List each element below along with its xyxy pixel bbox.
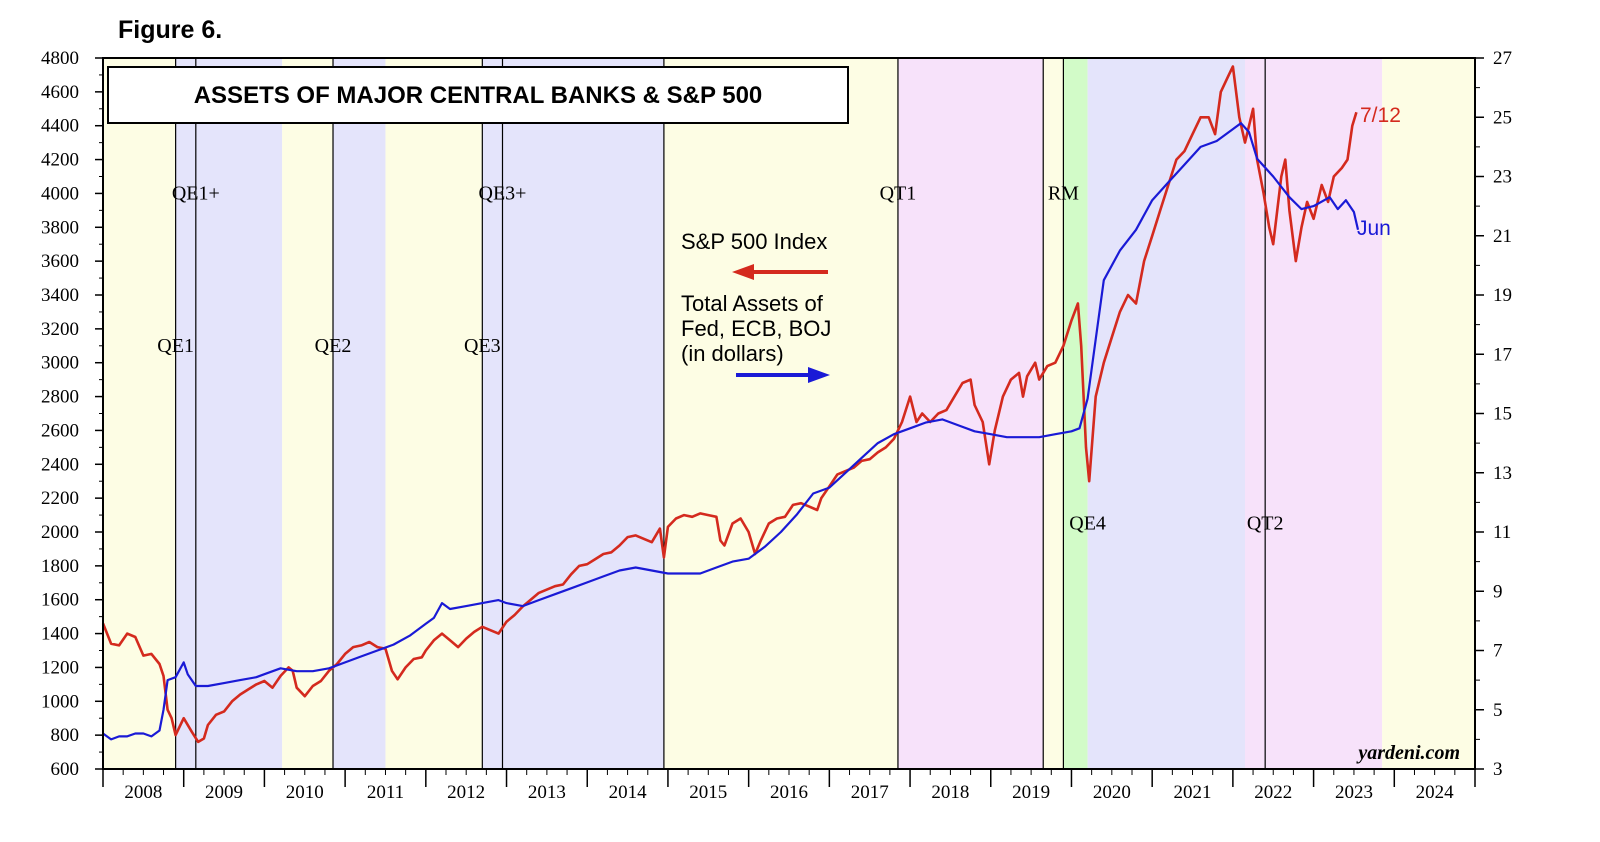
event-label-qe2: QE2 (315, 335, 352, 357)
event-label-qe1-plus: QE1+ (172, 182, 220, 204)
x-label-2014: 2014 (609, 782, 648, 803)
series-line-sp500 (101, 65, 1358, 744)
left-tick-label-1800: 1800 (41, 556, 79, 577)
event-lines (175, 58, 1266, 769)
title-box (107, 66, 849, 124)
left-tick-label-3600: 3600 (41, 251, 79, 272)
x-label-2009: 2009 (205, 782, 243, 803)
x-axis: 2008 2009 2010 2011 2012 2013 2014 2015 2016 2017… (102, 769, 1476, 803)
right-tick-label-21: 21 (1493, 226, 1512, 247)
red-arrow-head (732, 264, 754, 280)
left-tick-label-2400: 2400 (41, 454, 79, 475)
right-axis: 3 5 7 9 11 13 15 17 19 21 23 25 27 (1475, 48, 1512, 780)
right-tick-label-7: 7 (1493, 641, 1503, 662)
series-line-central-bank-assets (102, 122, 1360, 741)
left-tick-label-800: 800 (51, 725, 80, 746)
left-tick-label-4000: 4000 (41, 183, 79, 204)
left-tick-label-1600: 1600 (41, 590, 79, 611)
chart-title: ASSETS OF MAJOR CENTRAL BANKS & S&P 500 (194, 82, 763, 109)
band-yellow-0 (103, 58, 176, 769)
band-blue-3 (333, 58, 386, 769)
left-tick-label-3800: 3800 (41, 217, 79, 238)
left-tick-label-2000: 2000 (41, 522, 79, 543)
band-pink-7 (897, 58, 1044, 769)
event-label-qt2: QT2 (1247, 513, 1284, 535)
band-yellow-12 (1382, 58, 1475, 769)
left-tick-label-2200: 2200 (41, 488, 79, 509)
x-label-2019: 2019 (1012, 782, 1050, 803)
left-tick-label-600: 600 (51, 759, 80, 780)
left-tick-label-4800: 4800 (41, 48, 79, 69)
legend-assets-label-2: Fed, ECB, BOJ (681, 316, 831, 341)
band-yellow-8 (1043, 58, 1064, 769)
event-label-qt1: QT1 (880, 182, 917, 204)
assets-end-label: Jun (1357, 217, 1391, 240)
series-lines (101, 65, 1360, 744)
x-label-2017: 2017 (851, 782, 889, 803)
x-label-2018: 2018 (931, 782, 969, 803)
left-tick-label-4200: 4200 (41, 150, 79, 171)
x-label-2021: 2021 (1174, 782, 1212, 803)
watermark: yardeni.com (1356, 742, 1460, 764)
left-tick-label-3400: 3400 (41, 285, 79, 306)
legend-sp500-label: S&P 500 Index (681, 229, 827, 254)
right-tick-label-27: 27 (1493, 48, 1512, 69)
event-label-qe1: QE1 (157, 335, 194, 357)
x-label-2012: 2012 (447, 782, 485, 803)
x-label-2011: 2011 (367, 782, 404, 803)
right-tick-label-5: 5 (1493, 700, 1503, 721)
background-bands (103, 58, 1475, 769)
left-tick-label-2800: 2800 (41, 387, 79, 408)
left-tick-label-4600: 4600 (41, 82, 79, 103)
left-tick-label-3200: 3200 (41, 319, 79, 340)
right-tick-label-19: 19 (1493, 285, 1512, 306)
x-label-2024: 2024 (1416, 782, 1455, 803)
band-yellow-2 (282, 58, 334, 769)
right-tick-label-25: 25 (1493, 107, 1512, 128)
figure-label: Figure 6. (118, 16, 223, 44)
x-label-2013: 2013 (528, 782, 566, 803)
x-label-2023: 2023 (1335, 782, 1373, 803)
right-tick-label-11: 11 (1493, 522, 1511, 543)
event-label-qe3: QE3 (464, 335, 501, 357)
right-tick-label-17: 17 (1493, 344, 1512, 365)
right-tick-label-9: 9 (1493, 581, 1503, 602)
event-label-qe4: QE4 (1069, 513, 1106, 535)
left-tick-label-1000: 1000 (41, 691, 79, 712)
band-yellow-4 (385, 58, 483, 769)
event-label-qe3-plus: QE3+ (479, 182, 527, 204)
left-tick-label-1400: 1400 (41, 624, 79, 645)
event-labels: QE1+ QE1 QE2 QE3+ QE3 QT1 RM QE4 QT2 (157, 182, 1283, 534)
legend-assets-arrow (736, 367, 830, 383)
left-tick-label-3000: 3000 (41, 353, 79, 374)
right-tick-label-15: 15 (1493, 404, 1512, 425)
sp500-end-label: 7/12 (1360, 104, 1401, 127)
left-axis: 600 800 1000 1200 1400 1600 1800 2000 2200 2400 26… (41, 48, 103, 780)
x-label-2008: 2008 (124, 782, 162, 803)
left-tick-label-1200: 1200 (41, 657, 79, 678)
legend-sp500-arrow (732, 264, 828, 280)
band-blue-1 (175, 58, 283, 769)
legend-assets-label-1: Total Assets of (681, 291, 824, 316)
x-label-2022: 2022 (1254, 782, 1292, 803)
band-blue-10 (1087, 58, 1245, 769)
left-tick-label-2600: 2600 (41, 420, 79, 441)
band-pink-11 (1244, 58, 1383, 769)
x-label-2015: 2015 (689, 782, 727, 803)
band-blue-5 (482, 58, 664, 769)
x-label-2016: 2016 (770, 782, 808, 803)
blue-arrow-head (808, 367, 830, 383)
right-tick-label-3: 3 (1493, 759, 1503, 780)
event-label-rm: RM (1048, 182, 1079, 204)
x-label-2010: 2010 (286, 782, 324, 803)
band-yellow-6 (663, 58, 898, 769)
legend-assets-label-3: (in dollars) (681, 341, 784, 366)
x-label-2020: 2020 (1093, 782, 1131, 803)
right-tick-label-13: 13 (1493, 463, 1512, 484)
right-tick-label-23: 23 (1493, 167, 1512, 188)
left-tick-label-4400: 4400 (41, 116, 79, 137)
